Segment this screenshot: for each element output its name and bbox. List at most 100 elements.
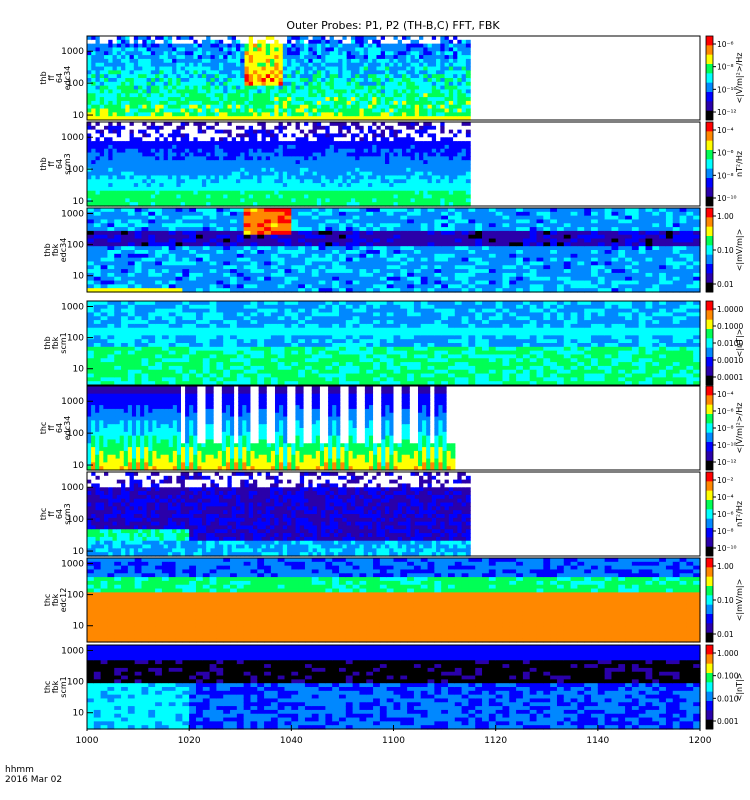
spectrogram-cell bbox=[342, 97, 348, 102]
spectrogram-cell bbox=[114, 276, 122, 282]
spectrogram-cell bbox=[316, 190, 322, 196]
spectrogram-cell bbox=[146, 186, 152, 192]
spectrogram-cell bbox=[321, 47, 326, 52]
spectrogram-cell bbox=[453, 198, 458, 203]
spectrogram-cell bbox=[264, 211, 272, 217]
spectrogram-cell bbox=[116, 104, 122, 110]
spectrogram-cell bbox=[163, 125, 169, 131]
spectrogram-cell bbox=[150, 36, 156, 41]
spectrogram-cell bbox=[427, 171, 433, 177]
spectrogram-cell bbox=[87, 152, 92, 157]
spectrogram-cell bbox=[176, 108, 182, 113]
spectrogram-cell bbox=[419, 66, 424, 71]
spectrogram-cell bbox=[274, 112, 280, 117]
spectrogram-cell bbox=[112, 122, 118, 127]
spectrogram-cell bbox=[345, 269, 354, 274]
spectrogram-cell bbox=[355, 112, 361, 117]
spectrogram-cell bbox=[189, 194, 195, 199]
spectrogram-cell bbox=[107, 272, 115, 278]
spectrogram-cell bbox=[134, 230, 143, 236]
spectrogram-cell bbox=[167, 108, 173, 113]
spectrogram-cell bbox=[114, 284, 122, 289]
spectrogram-cell bbox=[159, 104, 165, 110]
spectrogram-cell bbox=[265, 202, 271, 207]
spectrogram-cell bbox=[389, 133, 395, 138]
spectrogram-cell bbox=[419, 190, 424, 196]
colorbar-unit-label: nT²/Hz bbox=[735, 151, 744, 177]
spectrogram-cell bbox=[342, 179, 348, 184]
spectrogram-cell bbox=[209, 284, 218, 289]
spectrogram-cell bbox=[367, 100, 373, 106]
spectrogram-cell bbox=[316, 144, 322, 150]
spectrogram-cell bbox=[366, 284, 374, 289]
spectrogram-cell bbox=[431, 116, 437, 121]
spectrogram-cell bbox=[298, 261, 306, 266]
spectrogram-cell bbox=[155, 55, 160, 60]
spectrogram-cell bbox=[155, 288, 163, 293]
spectrogram-cell bbox=[419, 198, 424, 203]
spectrogram-cell bbox=[138, 89, 143, 94]
spectrogram-cell bbox=[235, 58, 241, 64]
spectrogram-cell bbox=[406, 190, 412, 196]
spectrogram-cell bbox=[295, 55, 301, 60]
spectrogram-cell bbox=[453, 137, 458, 142]
spectrogram-cell bbox=[397, 55, 403, 60]
spectrogram-cell bbox=[108, 164, 114, 169]
spectrogram-cell bbox=[372, 160, 378, 165]
spectrogram-cell bbox=[312, 183, 318, 188]
spectrogram-cell bbox=[308, 141, 314, 146]
spectrogram-cell bbox=[291, 272, 299, 278]
spectrogram-cell bbox=[386, 215, 395, 221]
spectrogram-cell bbox=[138, 129, 143, 135]
spectrogram-cell bbox=[146, 125, 152, 131]
spectrogram-cell bbox=[304, 242, 313, 247]
spectrogram-cell bbox=[240, 78, 246, 83]
spectrogram-cell bbox=[159, 47, 165, 52]
spectrogram-cell bbox=[423, 186, 429, 192]
spectrogram-cell bbox=[367, 81, 373, 87]
spectrogram-cell bbox=[410, 202, 416, 207]
spectrogram-cell bbox=[321, 58, 326, 64]
spectrogram-cell bbox=[112, 104, 118, 110]
spectrogram-cell bbox=[257, 108, 263, 113]
spectrogram-cell bbox=[427, 51, 433, 56]
spectrogram-cell bbox=[359, 230, 367, 236]
spectrogram-cell bbox=[244, 133, 250, 138]
spectrogram-cell bbox=[138, 164, 143, 169]
spectrogram-cell bbox=[125, 125, 131, 131]
spectrogram-cell bbox=[172, 152, 177, 157]
spectrogram-cell bbox=[210, 51, 216, 56]
spectrogram-cell bbox=[448, 104, 454, 110]
spectrogram-cell bbox=[129, 160, 135, 165]
spectrogram-cell bbox=[284, 227, 292, 232]
spectrogram-cell bbox=[457, 156, 463, 161]
spectrogram-cell bbox=[193, 36, 199, 41]
spectrogram-cell bbox=[393, 108, 399, 113]
spectrogram-cell bbox=[265, 171, 271, 177]
spectrogram-cell bbox=[436, 70, 441, 75]
spectrogram-cell bbox=[379, 276, 388, 282]
spectrogram-cell bbox=[304, 36, 309, 41]
spectrogram-cell bbox=[261, 156, 267, 161]
spectrogram-cell bbox=[342, 104, 348, 110]
spectrogram-cell bbox=[436, 108, 441, 113]
spectrogram-cell bbox=[201, 194, 207, 199]
spectrogram-cell bbox=[329, 175, 335, 180]
spectrogram-cell bbox=[93, 269, 102, 274]
spectrogram-cell bbox=[372, 112, 378, 117]
spectrogram-cell bbox=[261, 47, 267, 52]
spectrogram-cell bbox=[184, 152, 190, 157]
spectrogram-cell bbox=[189, 78, 195, 83]
spectrogram-cell bbox=[333, 97, 339, 102]
spectrogram-cell bbox=[108, 202, 114, 207]
spectrogram-cell bbox=[359, 208, 367, 213]
spectrogram-cell bbox=[402, 104, 407, 110]
spectrogram-cell bbox=[146, 122, 152, 127]
spectrogram-cell bbox=[121, 81, 126, 87]
spectrogram-cell bbox=[389, 122, 395, 127]
spectrogram-cell bbox=[270, 164, 275, 169]
spectrogram-cell bbox=[304, 246, 313, 251]
spectrogram-cell bbox=[155, 78, 160, 83]
spectrogram-cell bbox=[282, 89, 288, 94]
spectrogram-cell bbox=[299, 194, 305, 199]
